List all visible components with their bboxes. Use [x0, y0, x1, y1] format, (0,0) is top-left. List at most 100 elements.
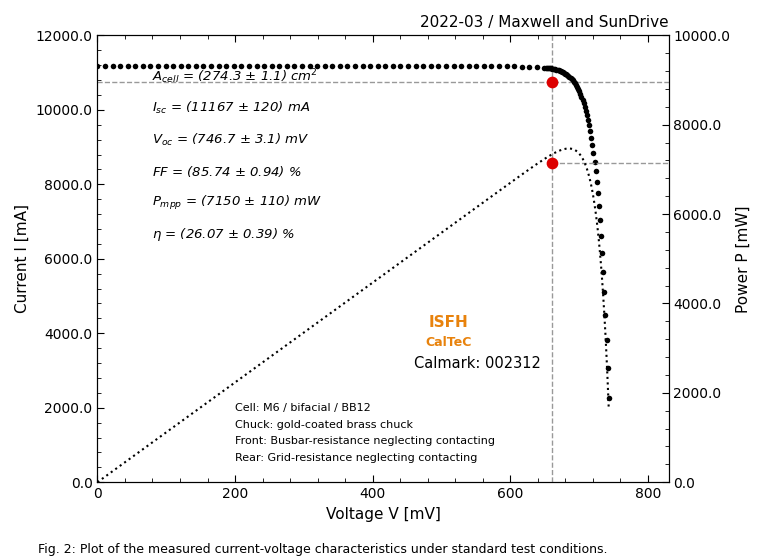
Point: [538, 63, 551, 72]
Point: [288, 62, 300, 71]
Text: Cell: M6 / bifacial / BB12: Cell: M6 / bifacial / BB12: [235, 402, 371, 413]
Point: [588, 149, 600, 158]
Point: [545, 64, 557, 73]
Point: [190, 62, 202, 71]
Text: Chuck: gold-coated brass chuck: Chuck: gold-coated brass chuck: [235, 419, 413, 429]
Text: Rear: Grid-resistance neglecting contacting: Rear: Grid-resistance neglecting contact…: [235, 453, 477, 463]
Text: Front: Busbar-resistance neglecting contacting: Front: Busbar-resistance neglecting cont…: [235, 436, 495, 446]
Point: [175, 62, 187, 71]
Point: [572, 84, 584, 93]
Point: [319, 62, 331, 71]
Point: [447, 62, 460, 71]
Point: [334, 62, 346, 71]
Text: $\eta$ = (26.07 $\pm$ 0.39) %: $\eta$ = (26.07 $\pm$ 0.39) %: [152, 226, 295, 243]
Point: [577, 95, 589, 104]
Text: $P_\mathit{mpp}$ = (7150 $\pm$ 110) mW: $P_\mathit{mpp}$ = (7150 $\pm$ 110) mW: [152, 194, 322, 212]
Point: [493, 62, 505, 71]
Point: [552, 66, 565, 75]
Point: [440, 62, 452, 71]
Point: [582, 116, 594, 125]
Point: [205, 62, 218, 71]
Point: [545, 158, 558, 167]
Point: [573, 87, 585, 96]
Point: [584, 127, 596, 136]
Point: [585, 134, 597, 143]
Point: [478, 62, 490, 71]
Point: [561, 70, 574, 79]
Point: [129, 62, 142, 71]
Point: [122, 62, 134, 71]
Point: [546, 64, 558, 73]
Point: [601, 335, 613, 344]
Point: [583, 121, 595, 130]
Point: [432, 62, 444, 71]
Point: [326, 62, 339, 71]
Point: [581, 111, 593, 120]
Point: [544, 64, 556, 73]
Point: [569, 79, 581, 88]
Point: [182, 62, 195, 71]
Point: [598, 288, 611, 297]
Point: [586, 141, 598, 150]
Point: [280, 62, 293, 71]
Point: [565, 74, 578, 83]
Point: [554, 67, 566, 75]
Point: [273, 62, 286, 71]
Text: $I_\mathit{sc}$ = (11167 $\pm$ 120) mA: $I_\mathit{sc}$ = (11167 $\pm$ 120) mA: [152, 100, 311, 116]
Text: Calmark: 002312: Calmark: 002312: [414, 356, 541, 371]
Point: [594, 216, 606, 225]
Point: [599, 311, 611, 320]
Point: [531, 63, 543, 72]
Point: [557, 68, 569, 77]
Point: [91, 62, 103, 71]
Point: [596, 248, 608, 257]
Point: [597, 267, 610, 276]
Point: [591, 177, 603, 186]
Text: Fig. 2: Plot of the measured current-voltage characteristics under standard test: Fig. 2: Plot of the measured current-vol…: [38, 543, 607, 556]
Point: [410, 62, 422, 71]
Point: [342, 62, 354, 71]
Y-axis label: Power P [mW]: Power P [mW]: [736, 205, 751, 312]
Point: [114, 62, 126, 71]
Point: [571, 82, 583, 91]
Point: [574, 89, 587, 98]
Point: [250, 62, 263, 71]
Point: [578, 98, 590, 107]
Point: [311, 62, 323, 71]
Point: [550, 65, 562, 74]
Point: [463, 62, 475, 71]
Point: [562, 72, 574, 80]
Point: [591, 189, 604, 198]
Point: [424, 62, 437, 71]
Point: [588, 157, 601, 166]
Point: [198, 62, 210, 71]
Point: [563, 73, 575, 82]
Point: [152, 62, 164, 71]
Point: [486, 62, 498, 71]
Point: [106, 62, 119, 71]
Point: [558, 68, 570, 77]
Text: CalTeC: CalTeC: [425, 336, 472, 349]
Point: [552, 65, 564, 74]
Text: $V_\mathit{oc}$ = (746.7 $\pm$ 3.1) mV: $V_\mathit{oc}$ = (746.7 $\pm$ 3.1) mV: [152, 131, 310, 148]
Point: [549, 65, 561, 74]
Point: [220, 62, 232, 71]
Point: [228, 62, 240, 71]
Point: [556, 67, 568, 76]
Text: ISFH: ISFH: [428, 315, 468, 330]
Point: [603, 394, 615, 402]
Text: $A_\mathit{cell}$ = (274.3 $\pm$ 1.1) cm$^2$: $A_\mathit{cell}$ = (274.3 $\pm$ 1.1) cm…: [152, 67, 319, 86]
Point: [372, 62, 384, 71]
Point: [601, 363, 614, 372]
Point: [547, 64, 559, 73]
Point: [545, 77, 558, 86]
Point: [559, 69, 571, 78]
Point: [417, 62, 430, 71]
Point: [595, 231, 607, 240]
Point: [266, 62, 278, 71]
Point: [568, 77, 580, 86]
Point: [137, 62, 149, 71]
Point: [379, 62, 391, 71]
Point: [364, 62, 376, 71]
Point: [387, 62, 399, 71]
